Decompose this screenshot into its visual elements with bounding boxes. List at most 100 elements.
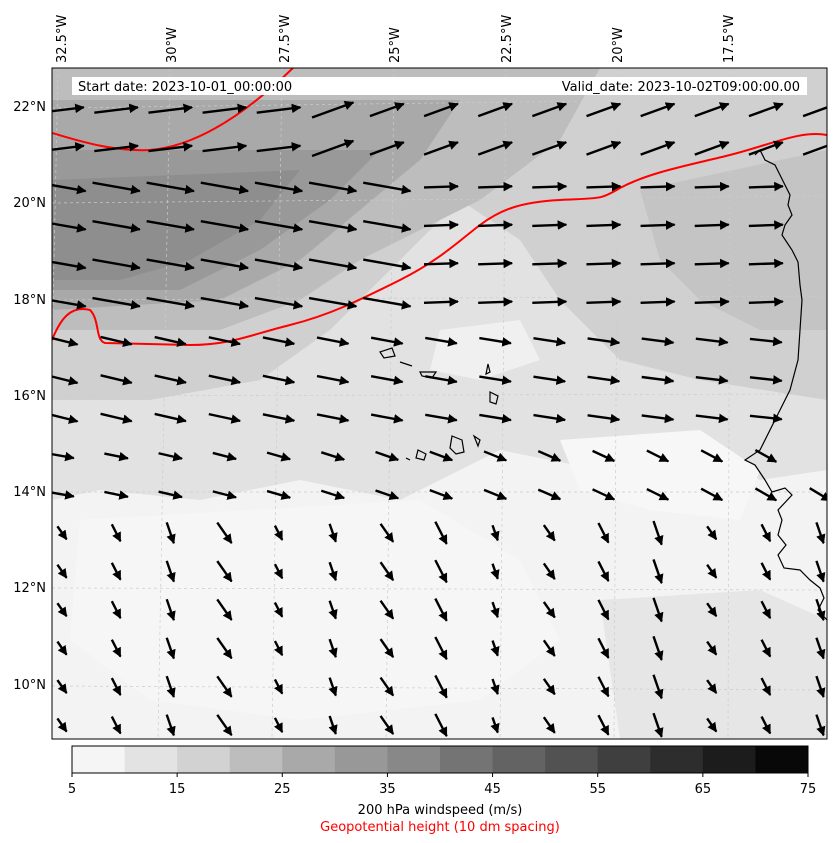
map-frame [51,67,828,740]
wind-arrow [254,219,304,233]
wind-arrow [760,523,772,543]
wind-arrow [200,296,250,310]
wind-arrow [531,102,568,118]
wind-arrow [56,602,68,618]
wind-arrow [532,258,568,269]
wind-arrow [434,636,448,661]
colorbar-label: 200 hPa windspeed (m/s) [358,803,523,818]
wind-arrow [328,715,338,735]
colorbar: 5 15 25 35 45 55 65 75 200 hPa windspeed (m/s) … [68,745,817,835]
wind-arrow [262,374,296,386]
wind-arrow [328,523,338,543]
wind-arrow [200,258,250,272]
wind-arrow [748,181,784,192]
wind-arrow [754,448,778,463]
wind-arrow [311,139,355,158]
wind-arrow [363,181,412,195]
wind-arrow [760,715,772,735]
wind-arrow [311,100,355,119]
wind-arrow [434,598,448,622]
wind-arrow [316,374,350,386]
wind-arrow [640,102,676,118]
wind-arrow [479,336,512,347]
wind-arrow [802,106,827,118]
wind-arrow [104,451,129,462]
lon-label-17-5w: 17.5°W [722,15,737,63]
wind-arrow [700,487,724,502]
wind-arrow [104,490,129,500]
wind-arrow [273,563,284,580]
wind-arrow [369,140,405,156]
wind-arrow [52,413,79,424]
wind-arrow [640,297,676,307]
wind-arrow [52,142,85,152]
wind-arrow [597,599,610,621]
wind-arrow [748,140,784,156]
wind-arrow [363,296,412,310]
wind-arrow [216,714,233,737]
wind-arrow [308,258,358,272]
wind-arrow [370,374,404,386]
wind-arrow [148,103,194,114]
wind-arrow [760,677,772,696]
wind-arrow [652,559,664,584]
wind-arrow [586,220,622,230]
wind-arrow [706,717,718,733]
wind-arrow [216,637,233,660]
wind-arrow [308,181,358,195]
wind-arrow [586,181,622,192]
wind-arrow [597,714,610,736]
wind-arrow [273,640,284,657]
wind-arrow [92,296,141,310]
wind-arrow [423,140,459,156]
wind-arrow [423,258,459,269]
colorbar-swatch [755,746,809,773]
wind-arrow [423,220,459,230]
wind-arrow [154,374,187,386]
wind-arrow [94,103,139,114]
wind-arrow [379,523,395,543]
wind-arrow [586,297,622,307]
wind-arrow [52,490,75,500]
wind-arrow [587,413,621,424]
wind-arrow [110,523,122,543]
colorbar-frame [71,745,809,774]
wind-arrow [165,598,176,621]
map-panel: Start date: 2023-10-01_00:00:00 Valid_da… [13,15,828,740]
wind-arrow [52,336,79,348]
lat-label-10n: 10°N [13,678,46,693]
wind-arrow [706,525,718,541]
lat-label-20n: 20°N [13,196,46,211]
wind-arrow [694,102,730,118]
wind-arrow [760,639,772,658]
wind-arrow [533,336,567,347]
wind-arrow [375,450,400,462]
wind-arrow [640,258,676,269]
wind-arrow [369,102,405,118]
wind-arrow [652,674,664,700]
wind-arrow [423,297,459,307]
wind-arrow [815,560,826,583]
colorbar-tick-label: 55 [589,782,606,797]
wind-arrow [531,140,568,156]
wind-arrow [154,335,187,347]
wind-arrow [586,140,622,156]
wind-arrow [434,674,448,699]
wind-arrow [706,602,718,618]
lat-label-18n: 18°N [13,293,46,308]
wind-arrow [640,181,676,192]
colorbar-swatches [72,746,809,773]
wind-arrow [256,103,302,114]
wind-arrow [56,717,68,733]
wind-arrow [754,487,778,502]
wind-arrow [640,220,676,230]
wind-arrow [254,258,304,272]
colorbar-tick-label: 75 [800,782,817,797]
wind-arrow [100,374,133,386]
wind-arrow [532,181,568,192]
wind-arrow [146,181,195,195]
wind-arrow [216,560,233,583]
wind-arrow [56,679,68,694]
wind-arrow [375,489,400,501]
wind-arrow [308,296,358,310]
